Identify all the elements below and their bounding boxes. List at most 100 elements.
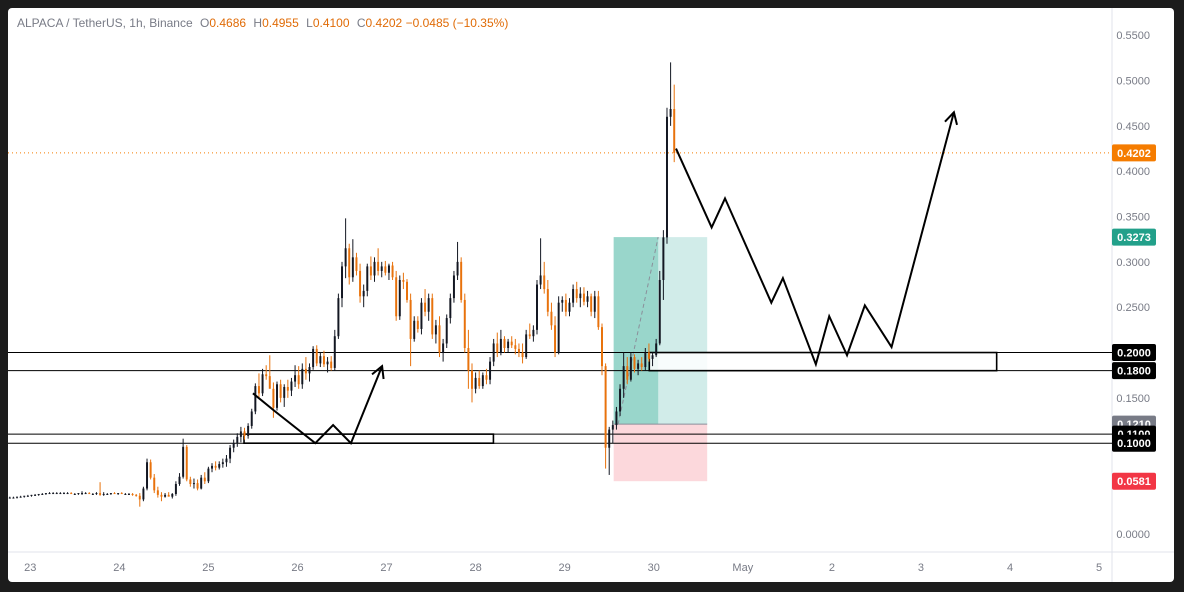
candle — [445, 314, 448, 348]
candle-body — [597, 296, 600, 328]
candle-body — [662, 237, 665, 280]
candle — [467, 329, 470, 389]
candle-body — [420, 302, 423, 329]
candle — [207, 466, 210, 484]
candle-body — [153, 477, 156, 491]
candle-body — [582, 293, 585, 302]
x-tick-label: 24 — [113, 562, 125, 574]
candle-body — [297, 375, 300, 385]
candle-body — [546, 289, 549, 312]
candle-body — [406, 281, 408, 300]
candle-body — [315, 348, 318, 364]
candle — [416, 316, 419, 333]
projection-arrow-head — [944, 110, 958, 126]
candle — [243, 427, 246, 440]
candle-body — [319, 356, 322, 364]
candle-body — [615, 411, 618, 426]
candle-body — [55, 493, 58, 495]
candle — [153, 474, 156, 494]
candle-body — [171, 493, 174, 497]
candle-body — [543, 275, 546, 290]
candle — [326, 357, 329, 373]
price-label: 0.3273 — [1117, 232, 1151, 244]
candle-body — [572, 289, 575, 303]
candle — [124, 493, 127, 495]
candle-body — [373, 261, 376, 276]
candle — [619, 384, 622, 416]
candle-body — [369, 266, 372, 276]
candle-body — [279, 384, 282, 398]
candle — [37, 493, 40, 496]
x-tick-label: 30 — [648, 562, 660, 574]
candle — [174, 481, 177, 496]
candle — [272, 382, 275, 418]
candle-body — [276, 384, 279, 408]
candle — [499, 329, 502, 356]
candle-body — [503, 338, 506, 348]
candle — [471, 363, 473, 403]
candle-body — [496, 343, 499, 353]
open-key: O — [200, 16, 210, 30]
candle-body — [550, 311, 553, 326]
candle — [647, 343, 650, 362]
high-value: 0.4955 — [262, 16, 299, 30]
candle — [561, 296, 564, 312]
candle — [629, 352, 632, 382]
candle-body — [142, 488, 145, 500]
candle-body — [182, 446, 185, 477]
candle — [189, 476, 192, 487]
candle — [23, 495, 26, 498]
candle — [120, 492, 123, 495]
candle-body — [536, 284, 538, 330]
candle-body — [156, 490, 159, 495]
candle-body — [557, 302, 560, 353]
projection-path — [252, 365, 384, 445]
price-label: 0.1000 — [1117, 438, 1151, 450]
candle — [582, 287, 585, 306]
candle — [496, 332, 499, 358]
candle — [575, 281, 578, 303]
candle-body — [174, 484, 177, 494]
chart-canvas[interactable]: 0.5500 0.5000 0.4500 0.4000 0.3500 0.3000 0.25… — [8, 8, 1174, 582]
y-tick-label: 0.3500 — [1116, 212, 1150, 224]
candle — [113, 492, 116, 495]
x-tick-label: 25 — [202, 562, 214, 574]
candle-body — [214, 465, 217, 468]
candle — [167, 492, 170, 497]
candle — [474, 372, 477, 394]
candle — [485, 368, 488, 385]
candle-body — [481, 375, 484, 387]
candle — [359, 263, 362, 303]
candle — [517, 343, 520, 358]
change-value: −0.0485 (−10.35%) — [405, 16, 509, 30]
candle-body — [525, 334, 528, 358]
candle — [290, 377, 293, 397]
chart-panel: 0.5500 0.5000 0.4500 0.4000 0.3500 0.3000 0.25… — [8, 8, 1174, 582]
candle — [572, 284, 575, 308]
candle — [48, 492, 51, 495]
candle-body — [517, 348, 520, 353]
candle-body — [622, 366, 625, 389]
candle-body — [160, 494, 163, 497]
candle — [503, 336, 506, 353]
candle-body — [73, 493, 76, 495]
candle — [384, 260, 387, 276]
candle-body — [95, 493, 98, 495]
candle-body — [449, 298, 452, 319]
candle-body — [16, 496, 19, 498]
candle — [34, 493, 37, 496]
candle — [637, 359, 640, 376]
candle-body — [37, 493, 40, 495]
candle-body — [211, 465, 214, 469]
candle — [99, 482, 102, 496]
candle-body — [366, 266, 369, 291]
candle — [229, 445, 232, 464]
candle-body — [200, 477, 203, 489]
y-tick-label: 0.2500 — [1116, 302, 1150, 314]
candle-body — [561, 299, 564, 303]
candle — [633, 354, 636, 373]
candle-body — [344, 248, 347, 267]
candle — [308, 363, 311, 382]
low-key: L — [306, 16, 313, 30]
x-tick-label: 26 — [291, 562, 303, 574]
